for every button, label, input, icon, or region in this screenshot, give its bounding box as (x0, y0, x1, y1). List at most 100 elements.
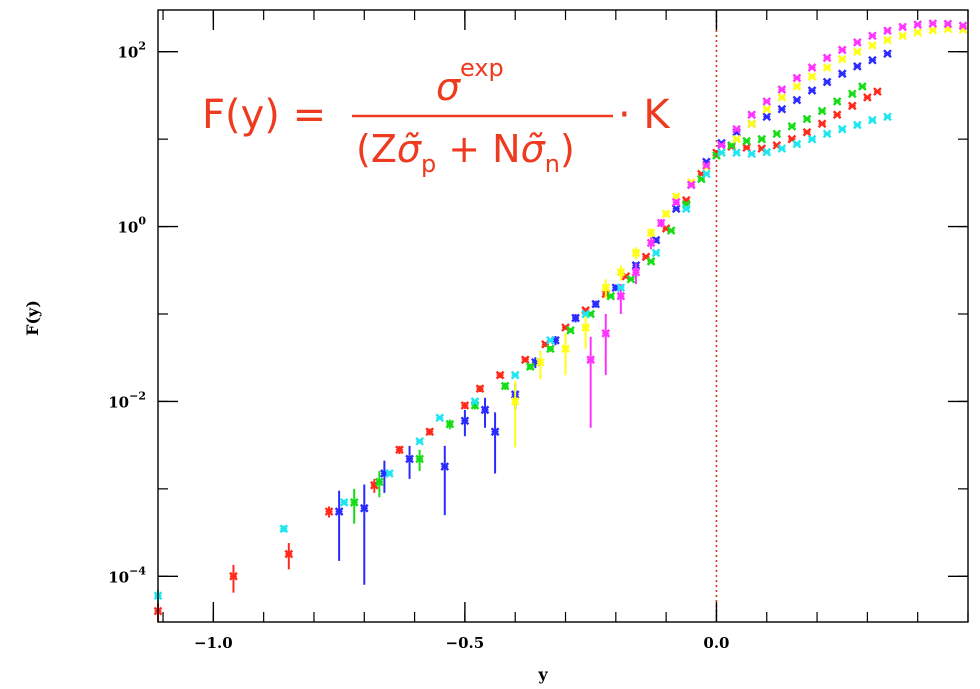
data-point (520, 355, 530, 365)
data-point (958, 21, 968, 31)
data-point (334, 507, 344, 516)
y-tick-exponent: 0 (138, 215, 146, 228)
data-point (807, 63, 817, 72)
data-point (671, 204, 681, 214)
data-point (822, 77, 832, 87)
data-point (460, 401, 470, 410)
data-point (772, 129, 782, 139)
data-point (475, 384, 485, 394)
data-point (762, 147, 772, 157)
data-point (852, 62, 862, 71)
formula-denominator-part: + N (436, 127, 520, 171)
data-point (792, 139, 802, 149)
data-point (571, 313, 580, 323)
y-tick-base: 10 (117, 44, 138, 62)
data-point (470, 397, 480, 406)
data-point (837, 45, 847, 55)
data-point (747, 119, 757, 129)
data-point (581, 323, 590, 332)
data-point (868, 41, 877, 50)
data-point (822, 53, 832, 63)
data-point (717, 148, 726, 158)
data-point (863, 93, 872, 102)
y-tick-exponent: 2 (138, 40, 146, 53)
data-point (732, 124, 741, 134)
data-point (822, 129, 832, 139)
y-tick-base: 10 (117, 219, 138, 237)
y-tick-label: 100 (117, 215, 146, 237)
formula-annotation: F(y) = σ exp (Zσ̃p + Nσ̃n) · K (202, 54, 671, 178)
data-point (822, 63, 832, 72)
data-point (898, 22, 907, 32)
data-point (601, 283, 611, 293)
data-point (777, 85, 787, 94)
data-point (546, 344, 555, 354)
data-point (425, 427, 435, 437)
data-point (928, 19, 938, 28)
data-point (868, 55, 877, 65)
data-point (279, 524, 289, 534)
data-point (883, 35, 892, 45)
data-point (762, 97, 772, 106)
data-point (747, 149, 757, 159)
formula-denominator-part: ) (560, 127, 575, 171)
y-tick-base: 10 (108, 393, 129, 411)
formula-lhs: F(y) = (202, 92, 326, 138)
y-tick-exponent: −2 (129, 389, 146, 402)
data-point (631, 248, 641, 258)
data-point (777, 144, 787, 153)
y-tick-label: 10−2 (108, 389, 146, 411)
data-point (445, 419, 455, 429)
data-point (616, 267, 626, 277)
data-point (385, 469, 394, 478)
data-point (646, 238, 656, 248)
y-axis-title: F(y) (23, 300, 42, 336)
data-point (717, 140, 726, 150)
data-point (500, 381, 510, 391)
data-point (702, 161, 711, 170)
data-point (747, 110, 757, 120)
data-point (832, 97, 842, 106)
data-point (732, 134, 741, 144)
data-point (857, 82, 867, 91)
data-point (928, 25, 938, 35)
data-point (686, 180, 696, 190)
data-points (153, 19, 968, 622)
series-0 (153, 87, 882, 622)
data-point (661, 209, 671, 219)
data-point (702, 169, 711, 179)
data-point (802, 114, 812, 124)
formula-numerator-superscript: exp (460, 54, 504, 82)
data-point (742, 136, 751, 146)
data-point (777, 104, 787, 114)
data-point (631, 267, 641, 277)
data-point (762, 112, 772, 122)
series-5 (153, 112, 892, 603)
data-point (566, 326, 575, 335)
data-point (591, 299, 601, 309)
data-point (646, 228, 656, 238)
data-point (616, 283, 626, 293)
data-point (616, 291, 626, 301)
data-point (913, 28, 923, 37)
data-point (943, 19, 953, 29)
data-point (646, 257, 656, 266)
x-tick-label: 0.0 (703, 634, 729, 652)
data-point (415, 454, 424, 464)
data-point (868, 31, 877, 41)
data-point (480, 405, 490, 415)
data-point (440, 462, 450, 471)
data-point (847, 101, 857, 111)
data-point (656, 218, 666, 228)
x-axis-title: y (537, 665, 548, 684)
y-tick-label: 102 (117, 40, 146, 62)
data-point (873, 87, 882, 96)
data-point (792, 82, 802, 91)
data-point (817, 119, 827, 129)
data-point (339, 498, 349, 507)
data-point (525, 362, 535, 371)
series-2 (349, 82, 867, 524)
data-point (586, 355, 596, 365)
data-point (626, 274, 636, 284)
